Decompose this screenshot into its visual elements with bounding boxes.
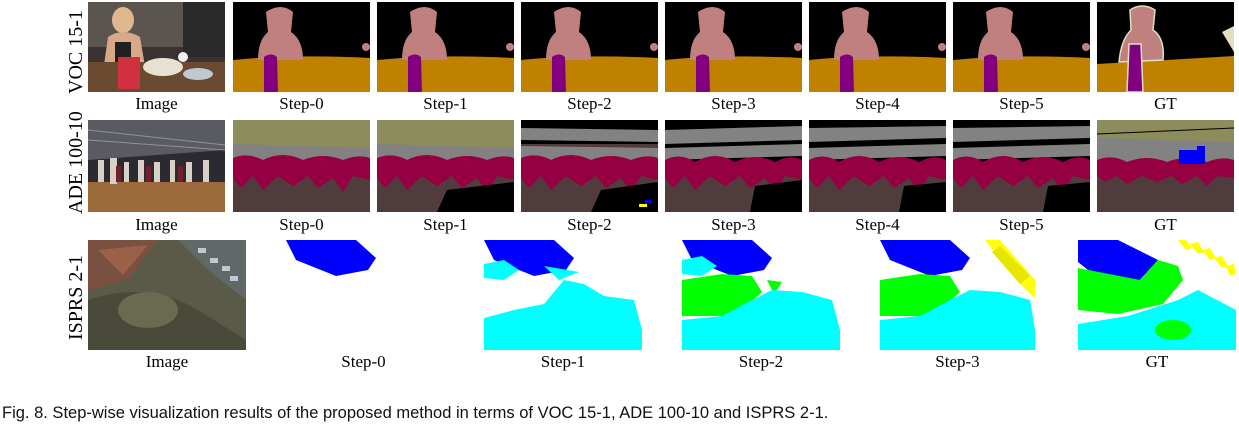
ade-step-5-mask xyxy=(953,120,1090,212)
voc-step-0-mask xyxy=(233,2,370,92)
isprs-col-label-image: Image xyxy=(145,352,189,371)
voc-step-4-mask xyxy=(809,2,946,92)
row-label-voc: VOC 15-1 xyxy=(65,10,87,94)
voc-col-label-step-1: Step-1 xyxy=(423,94,468,113)
voc-step-5-mask xyxy=(953,2,1090,92)
row-label-ade: ADE 100-10 xyxy=(65,111,87,214)
ade-input-image xyxy=(88,120,225,212)
voc-gt-mask xyxy=(1097,2,1234,92)
isprs-col-label-step-0: Step-0 xyxy=(341,352,386,371)
ade-col-label-step-0: Step-0 xyxy=(279,215,324,234)
row-label-isprs: ISPRS 2-1 xyxy=(65,254,87,340)
voc-col-label-image: Image xyxy=(135,94,178,113)
ade-col-label-step-3: Step-3 xyxy=(711,215,756,234)
isprs-step-3-mask xyxy=(880,240,1035,350)
ade-col-label-step-5: Step-5 xyxy=(999,215,1044,234)
voc-col-label-step-3: Step-3 xyxy=(711,94,756,113)
isprs-input-image xyxy=(88,240,246,350)
voc-step-1-mask xyxy=(377,2,514,92)
voc-col-label-gt: GT xyxy=(1154,94,1177,113)
voc-step-2-mask xyxy=(521,2,658,92)
isprs-col-label-step-2: Step-2 xyxy=(738,352,784,371)
isprs-step-0-mask xyxy=(286,240,441,350)
figure-caption: Fig. 8. Step-wise visualization results … xyxy=(2,404,829,422)
voc-col-label-step-5: Step-5 xyxy=(999,94,1044,113)
ade-step-2-mask xyxy=(521,120,658,212)
voc-col-label-step-4: Step-4 xyxy=(855,94,900,113)
ade-step-0-mask xyxy=(233,120,370,212)
voc-input-image xyxy=(88,2,225,92)
ade-step-3-mask xyxy=(665,120,802,212)
ade-step-1-mask xyxy=(377,120,514,212)
voc-step-3-mask xyxy=(665,2,802,92)
ade-col-label-step-4: Step-4 xyxy=(855,215,900,234)
ade-step-4-mask xyxy=(809,120,946,212)
voc-col-label-step-0: Step-0 xyxy=(279,94,324,113)
ade-col-label-step-1: Step-1 xyxy=(423,215,468,234)
voc-col-label-step-2: Step-2 xyxy=(567,94,612,113)
isprs-col-label-gt: GT xyxy=(1145,352,1169,371)
isprs-step-2-mask xyxy=(682,240,840,350)
ade-col-label-image: Image xyxy=(135,215,178,234)
ade-gt-mask xyxy=(1097,120,1234,212)
ade-col-label-step-2: Step-2 xyxy=(567,215,612,234)
isprs-gt-mask xyxy=(1078,240,1236,350)
isprs-step-1-mask xyxy=(484,240,642,350)
isprs-col-label-step-3: Step-3 xyxy=(935,352,980,371)
ade-col-label-gt: GT xyxy=(1154,215,1177,234)
isprs-col-label-step-1: Step-1 xyxy=(540,352,586,371)
